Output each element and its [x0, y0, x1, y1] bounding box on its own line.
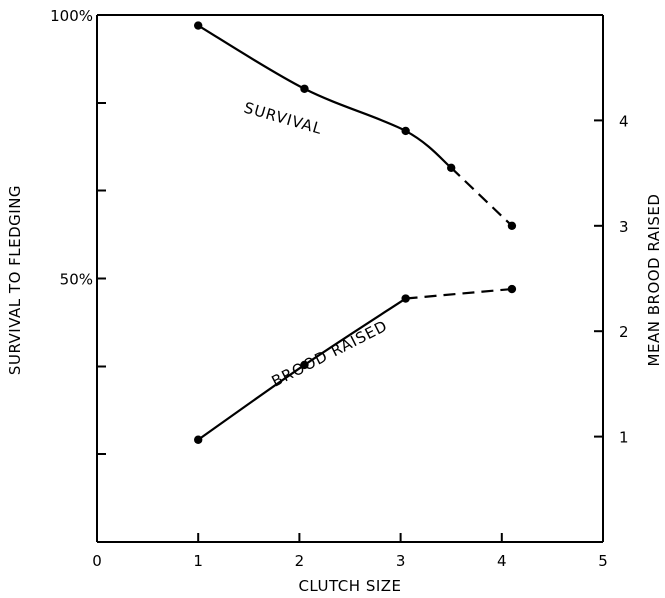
- series-0-dashed-line: [450, 167, 513, 227]
- x-axis-ticks: 0 1 2 3 4 5: [92, 533, 608, 570]
- series-0-point-1: [300, 84, 309, 93]
- left-tick-label-1: 100%: [50, 7, 93, 25]
- left-axis-ticks: 50% 100%: [50, 7, 106, 543]
- x-tick-label-4: 4: [497, 552, 507, 570]
- series-0-point-3: [447, 163, 456, 173]
- series-0-solid-line: [197, 24, 452, 169]
- x-tick-label-3: 3: [396, 552, 406, 570]
- series-1-point-2: [401, 294, 410, 303]
- series-1-dashed-line: [405, 287, 513, 300]
- series-label-survival: SURVIVAL: [242, 99, 325, 139]
- series-0-point-4: [507, 221, 517, 230]
- x-tick-label-2: 2: [295, 552, 305, 570]
- x-tick-label-1: 1: [193, 552, 203, 570]
- right-axis-title: MEAN BROOD RAISED: [645, 194, 663, 367]
- right-axis-ticks: 1 2 3 4: [594, 112, 629, 447]
- right-tick-label-2: 3: [619, 218, 629, 236]
- series-0-point-0: [194, 21, 203, 30]
- x-tick-label-5: 5: [598, 552, 608, 570]
- left-tick-label-0: 50%: [60, 271, 93, 289]
- x-tick-label-0: 0: [92, 552, 102, 570]
- series-1-point-3: [507, 284, 517, 294]
- series-label-brood-raised: BROOD RAISED: [269, 317, 391, 391]
- right-tick-label-0: 1: [619, 429, 629, 447]
- series-0-point-2: [401, 126, 410, 136]
- left-axis-title: SURVIVAL TO FLEDGING: [6, 185, 24, 375]
- right-tick-label-1: 2: [619, 323, 629, 341]
- plot-frame: [96, 14, 604, 543]
- right-tick-label-3: 4: [619, 112, 629, 130]
- series-1-point-1: [300, 360, 309, 370]
- x-axis-title: CLUTCH SIZE: [298, 577, 401, 595]
- series-1-point-0: [194, 435, 203, 444]
- series-layer: [194, 21, 517, 444]
